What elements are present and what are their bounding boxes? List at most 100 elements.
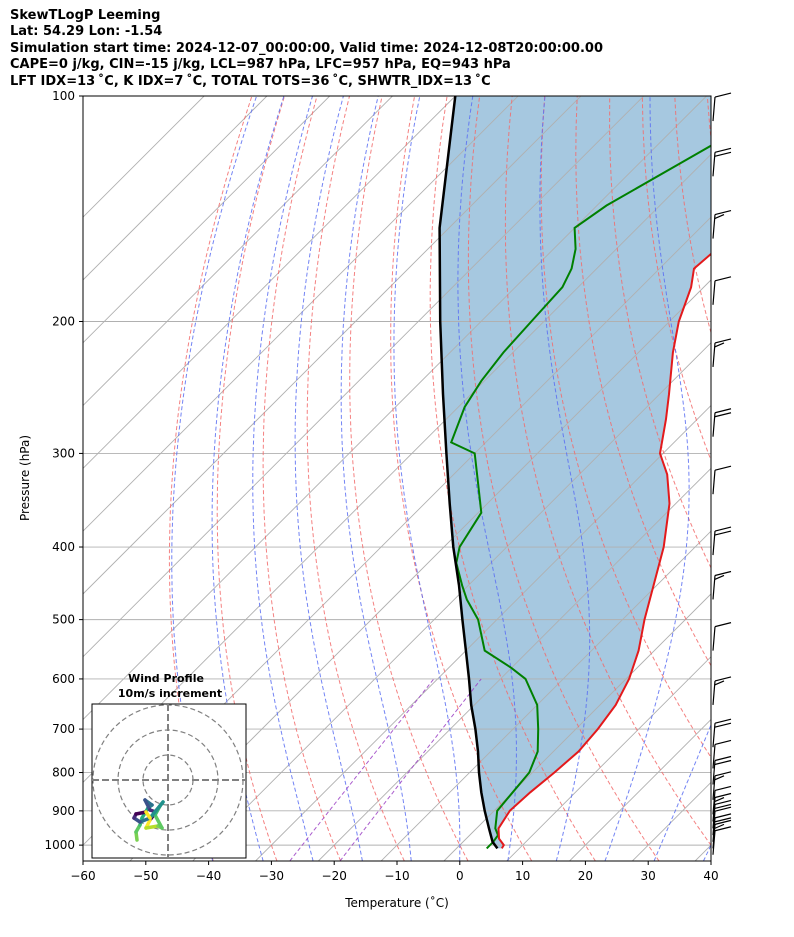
- moist-adiabat: [252, 96, 314, 861]
- isotherm-line: [758, 96, 794, 861]
- wind-barb-flag: [714, 817, 732, 823]
- wind-barb: [712, 92, 732, 122]
- wind-barb-staff: [712, 723, 716, 748]
- wind-barb-flag: [714, 755, 732, 762]
- wind-barb-staff: [712, 152, 716, 177]
- mixing-ratio-lines: [289, 678, 482, 861]
- hodograph-trace: [153, 813, 164, 830]
- wind-barb: [712, 718, 732, 748]
- y-tick-label: 500: [52, 613, 75, 627]
- wind-barb-flag: [714, 792, 732, 799]
- moist-adiabat: [703, 843, 711, 861]
- isotherm-line: [83, 96, 582, 595]
- wind-barb: [712, 819, 732, 849]
- isotherm-line: [380, 530, 711, 861]
- wind-barb: [712, 785, 732, 815]
- isotherm-line: [83, 96, 519, 532]
- wind-barb: [712, 622, 732, 651]
- wind-barb-flag: [714, 775, 725, 781]
- wind-barb-flag: [714, 214, 725, 220]
- y-tick-label: 400: [52, 540, 75, 554]
- wind-barb: [712, 676, 732, 706]
- wind-barb-flag: [714, 276, 732, 282]
- cape-area: [439, 96, 711, 849]
- isotherm-line: [83, 96, 456, 469]
- x-tick-label: −20: [322, 869, 347, 883]
- hodograph-title: Wind Profile: [128, 672, 204, 685]
- isotherm-line: [255, 404, 711, 861]
- wind-barb-flag: [714, 680, 725, 686]
- wind-barb-flag: [714, 803, 732, 810]
- x-tick-label: 0: [456, 869, 464, 883]
- chart-title: SkewTLogP Leeming: [10, 8, 161, 23]
- wind-barb-flag: [714, 813, 732, 819]
- x-tick-label: −10: [384, 869, 409, 883]
- wind-barb-staff: [712, 96, 716, 122]
- parcel-line: [438, 96, 499, 850]
- wind-barb-staff: [712, 790, 716, 815]
- wind-barb: [712, 739, 732, 769]
- dry-adiabat: [540, 96, 711, 759]
- dry-adiabat: [641, 96, 711, 462]
- indices-line: LFT IDX=13 ˚C, K IDX=7 ˚C, TOTAL TOTS=36…: [10, 73, 491, 89]
- cape-fill: [439, 96, 711, 849]
- moist-adiabat: [393, 96, 461, 861]
- wind-barb-flag: [714, 799, 732, 806]
- hodograph-trace: [144, 810, 152, 820]
- x-tick-label: 10: [515, 869, 530, 883]
- moist-adiabat: [211, 96, 285, 861]
- y-tick-label: 800: [52, 766, 75, 780]
- dry-adiabat: [262, 96, 342, 861]
- y-tick-label: 200: [52, 315, 75, 329]
- isotherm-line: [443, 593, 711, 861]
- mixing-ratio-line: [289, 678, 435, 861]
- wind-barb-flag: [714, 823, 725, 829]
- wind-barb-flag: [714, 92, 732, 98]
- wind-barb: [712, 408, 732, 437]
- dry-adiabat: [429, 96, 596, 861]
- wind-barb-flag: [714, 718, 732, 724]
- wind-barb: [712, 570, 732, 600]
- x-tick-label: −60: [70, 869, 95, 883]
- wind-barb-flag: [714, 806, 732, 812]
- wind-barb-flag: [714, 530, 732, 536]
- wind-barb-flag: [714, 771, 732, 777]
- wind-barb-flag: [714, 759, 732, 766]
- hodograph-inset: Wind Profile 10m/s increment: [91, 672, 247, 859]
- wind-barb: [712, 338, 732, 368]
- wind-barb-staff: [712, 575, 716, 600]
- x-axis-label: Temperature (˚C): [344, 895, 449, 910]
- wind-barb-flag: [714, 210, 732, 216]
- x-tick-label: 20: [578, 869, 593, 883]
- temperature-line: [497, 252, 711, 849]
- wind-barb-flag: [714, 408, 732, 414]
- wind-barb-staff: [712, 680, 716, 706]
- wind-barb-staff: [712, 760, 716, 785]
- y-tick-label: 900: [52, 804, 75, 818]
- isotherm-line: [83, 96, 393, 407]
- dry-adiabat: [390, 96, 533, 861]
- axis-ticks: −60 −50 −40 −30 −20 −10 0 10 20 30 40 100 200 300 400 5…: [44, 89, 718, 883]
- wind-barb-flag: [714, 147, 732, 153]
- hodograph-trace: [138, 816, 152, 824]
- x-tick-label: 40: [703, 869, 718, 883]
- wind-barb-flag: [714, 342, 725, 348]
- wind-barb: [712, 465, 732, 495]
- wind-barb-staff: [712, 626, 716, 651]
- moist-adiabat: [340, 96, 412, 861]
- wind-barb-flag: [714, 526, 732, 532]
- wind-barb: [712, 755, 732, 785]
- wind-barb-flag: [714, 151, 732, 157]
- wind-barb-flag: [714, 622, 732, 628]
- y-tick-label: 1000: [44, 838, 75, 852]
- moist-adiabat: [604, 96, 690, 861]
- y-tick-label: 100: [52, 89, 75, 103]
- hodograph-trace: [148, 800, 165, 820]
- hodograph-trace: [144, 824, 160, 830]
- wind-barb: [712, 826, 732, 855]
- dry-adiabat: [467, 96, 660, 861]
- wind-barb-flag: [714, 826, 732, 832]
- x-tick-label: −30: [259, 869, 284, 883]
- profile-lines: [438, 96, 711, 850]
